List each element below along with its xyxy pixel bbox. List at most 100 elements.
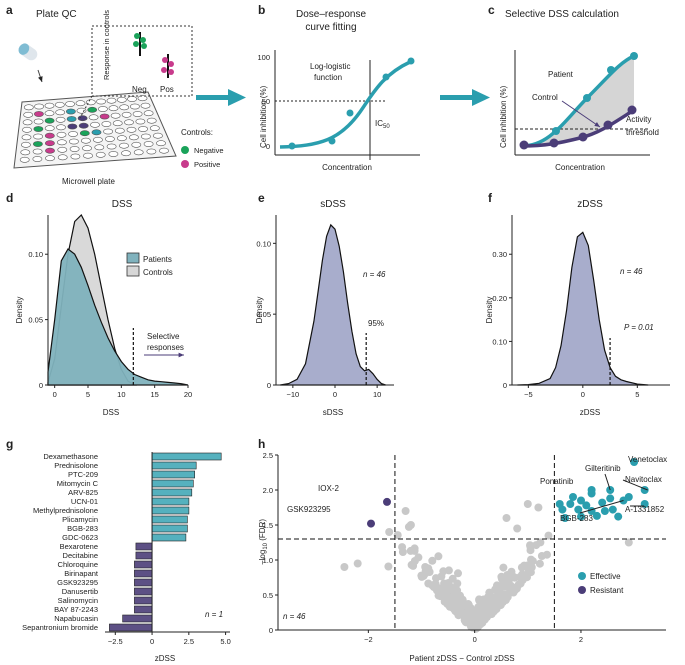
f-ytick-label: 0	[503, 381, 507, 390]
h-point	[518, 570, 527, 579]
plate-well	[114, 127, 125, 134]
plate-well	[79, 130, 90, 137]
h-point	[340, 563, 349, 571]
h-point	[421, 563, 430, 571]
h-point	[503, 578, 512, 587]
h-point-effective	[587, 486, 596, 494]
plate-well	[156, 140, 166, 147]
g-bar	[135, 542, 153, 551]
f-series-zdss	[517, 231, 649, 386]
e-series-sdss	[280, 223, 386, 386]
h-point	[440, 587, 449, 596]
log-logistic-label-1: Log-logistic	[310, 62, 350, 71]
e-xtick-label: 0	[333, 390, 337, 399]
h-point-label: IOX-2	[318, 484, 339, 493]
plate-well	[98, 106, 108, 112]
plate-well	[66, 116, 77, 122]
plate-well	[121, 111, 132, 118]
plate-well	[149, 125, 160, 132]
h-point	[513, 524, 522, 533]
d-ytick-label: 0.10	[28, 250, 43, 259]
plate-well	[34, 111, 44, 117]
b-ytick-0: 0	[266, 142, 270, 151]
h-point	[537, 552, 546, 560]
h-point	[385, 528, 394, 536]
g-bar	[151, 452, 222, 461]
plate-well	[33, 118, 44, 125]
f-xlabel: zDSS	[580, 408, 600, 417]
pill-capsule-icon	[18, 43, 38, 61]
h-leader-line	[579, 500, 624, 514]
legend-resistant-dot	[578, 586, 586, 594]
plate-well	[23, 104, 34, 111]
h-point	[353, 559, 362, 568]
panel-c-title: Selective DSS calculation	[505, 9, 619, 20]
g-n: n = 1	[205, 610, 223, 619]
plate-well	[75, 100, 86, 107]
panel-b: b Dose–response curve fitting 100 50 0 L…	[257, 3, 490, 172]
h-ytick-label: 1.5	[263, 521, 273, 530]
g-bar	[151, 524, 188, 533]
plate-well	[152, 132, 163, 139]
h-point-effective	[598, 498, 607, 507]
h-scatter-grey	[340, 500, 633, 633]
plate-well	[69, 146, 80, 152]
g-category-label: Methylprednisolone	[33, 506, 98, 515]
plate-well	[57, 154, 68, 161]
plate-well	[108, 105, 119, 112]
g-category-label: Sepantronium bromide	[22, 623, 98, 632]
h-point	[434, 552, 443, 561]
plate-well	[57, 146, 68, 153]
b-ytick-50: 50	[262, 97, 270, 106]
plate-well	[129, 103, 140, 110]
flow-arrow-a-b	[196, 89, 246, 106]
legend-patients-swatch	[126, 252, 140, 264]
e-title: sDSS	[320, 199, 346, 210]
h-point	[502, 514, 511, 522]
h-point	[475, 595, 484, 604]
g-bar	[134, 605, 153, 614]
plate-well	[119, 142, 129, 149]
h-point-label: Ponatinib	[540, 477, 574, 486]
h-point-label: Navitoclax	[625, 475, 662, 484]
legend-controls: Controls	[143, 268, 173, 277]
patient-curve	[521, 54, 635, 148]
plate-well	[33, 133, 43, 140]
plate-well	[32, 156, 43, 162]
d-xlabel: DSS	[103, 408, 119, 417]
h-point-effective	[608, 505, 617, 514]
g-category-label: Salinomycin	[58, 596, 98, 605]
h-xtick-label: 2	[579, 635, 583, 644]
plate-well	[96, 98, 106, 105]
f-p: P = 0.01	[624, 323, 654, 332]
plate-well	[91, 129, 102, 136]
h-point	[414, 553, 423, 562]
h-point	[535, 559, 544, 568]
c-xlabel: Concentration	[555, 163, 605, 172]
h-n: n = 46	[283, 612, 306, 621]
h-point-resistant	[367, 519, 375, 528]
h-point	[477, 613, 486, 622]
h-point-effective	[577, 496, 585, 505]
f-xtick-label: 0	[581, 390, 585, 399]
flow-arrow-b-c	[440, 89, 490, 106]
g-category-label: GDC-0623	[62, 533, 98, 542]
plate-well	[159, 147, 169, 154]
g-xtick-label: −2.5	[108, 637, 123, 646]
g-bar	[134, 569, 153, 578]
h-point	[401, 507, 410, 515]
f-title: zDSS	[577, 199, 603, 210]
b-ytick-100: 100	[257, 53, 270, 62]
e-pct: 95%	[368, 319, 384, 328]
plate-well	[20, 149, 31, 156]
h-point	[494, 590, 503, 599]
panel-letter-d: d	[6, 191, 13, 205]
h-point	[474, 603, 483, 612]
h-point-effective	[561, 514, 569, 522]
f-xtick-label: 5	[635, 390, 639, 399]
plate-well	[101, 121, 112, 127]
plate-well	[69, 138, 79, 145]
plate-well	[20, 141, 31, 148]
pos-label: Pos	[160, 85, 174, 94]
plate-wells	[19, 95, 169, 163]
